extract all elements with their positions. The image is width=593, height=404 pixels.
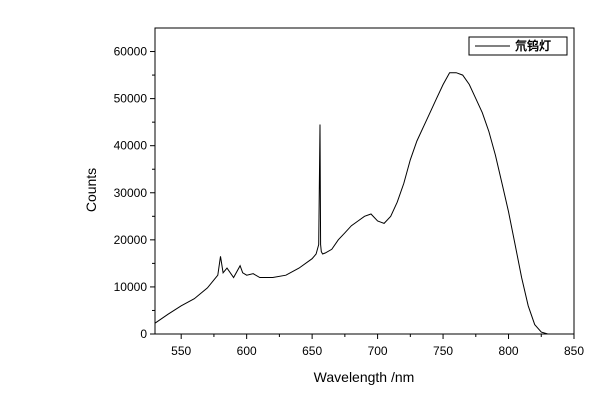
series-line: [154, 72, 548, 335]
plot-area: [154, 27, 575, 335]
y-tick-label: 50000: [114, 92, 148, 106]
legend-box: [468, 36, 568, 56]
x-tick-label: 700: [368, 344, 388, 358]
y-axis-label: Counts: [83, 168, 99, 212]
x-tick-label: 850: [564, 344, 584, 358]
y-tick-label: 30000: [114, 186, 148, 200]
x-tick-label: 550: [171, 344, 191, 358]
legend: 氘钨灯: [468, 36, 568, 56]
x-tick-label: 650: [302, 344, 322, 358]
y-tick-label: 20000: [114, 233, 148, 247]
x-axis-ticks: 550 600 650 700 750 800 850: [171, 334, 584, 358]
x-tick-label: 800: [499, 344, 519, 358]
x-axis-label: Wavelength /nm: [314, 369, 415, 385]
plot-frame: [154, 27, 575, 335]
y-axis-ticks: 0 10000 20000 30000 40000 50000 60000: [114, 45, 155, 341]
x-tick-label: 750: [433, 344, 453, 358]
y-tick-label: 0: [140, 327, 147, 341]
legend-entry: 氘钨灯: [515, 38, 551, 53]
x-tick-label: 600: [237, 344, 257, 358]
y-tick-label: 60000: [114, 45, 148, 59]
y-tick-label: 40000: [114, 139, 148, 153]
y-tick-label: 10000: [114, 280, 148, 294]
